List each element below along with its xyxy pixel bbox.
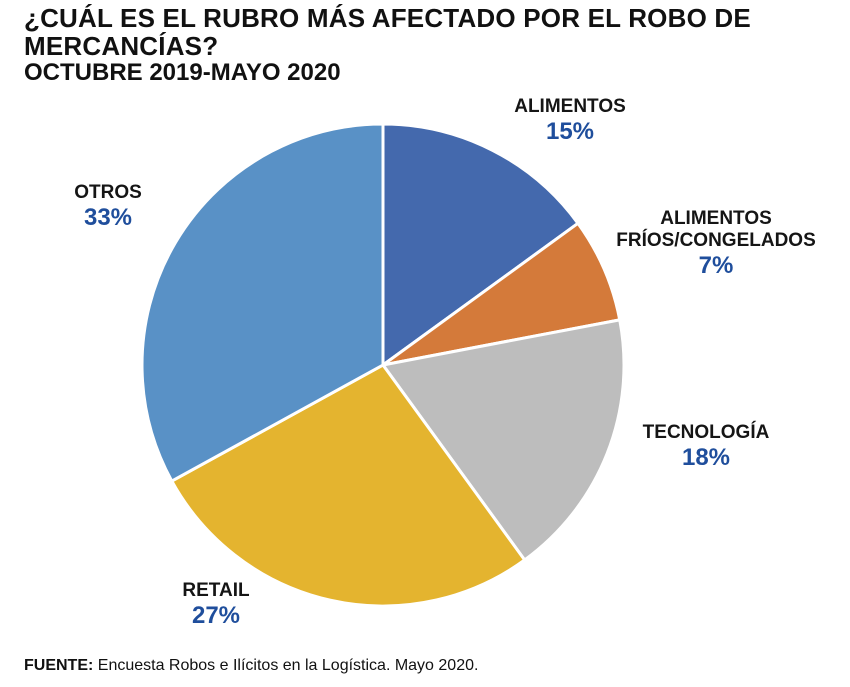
label-alimentos: ALIMENTOS 15% (514, 96, 626, 146)
label-otros-pct: 33% (83, 204, 133, 231)
label-frios-name-1: ALIMENTOS (660, 208, 772, 229)
source-footer: FUENTE: Encuesta Robos e Ilícitos en la … (24, 657, 478, 675)
pie-slice-alimentos (381, 122, 580, 367)
label-frios-name-2: FRÍOS/CONGELADOS (616, 230, 816, 251)
label-frios-pct: 7% (698, 252, 734, 279)
label-tecnologia-name: TECNOLOGÍA (642, 422, 770, 443)
pie-slice-otros (140, 122, 385, 483)
source-text: Encuesta Robos e Ilícitos en la Logístic… (93, 657, 479, 674)
source-key: FUENTE: (24, 657, 94, 674)
label-retail-pct: 27% (191, 602, 241, 629)
pie-slice-alimentos-fríos-congelados (381, 221, 622, 367)
pie-slice-retail (170, 363, 527, 608)
label-retail: RETAIL 27% (182, 580, 249, 630)
label-tecnologia: TECNOLOGÍA 18% (643, 422, 770, 472)
label-alimentos-name: ALIMENTOS (514, 96, 626, 117)
label-otros-name: OTROS (74, 182, 142, 203)
chart-subtitle: OCTUBRE 2019-MAYO 2020 (24, 59, 341, 86)
label-tecnologia-pct: 18% (681, 444, 731, 471)
label-otros: OTROS 33% (74, 182, 142, 232)
chart-title: ¿CUÁL ES EL RUBRO MÁS AFECTADO POR EL RO… (24, 3, 751, 61)
label-alimentos-frios: ALIMENTOS FRÍOS/CONGELADOS 7% (616, 208, 816, 280)
label-alimentos-pct: 15% (545, 118, 595, 145)
label-retail-name: RETAIL (182, 580, 250, 601)
pie-slice-tecnología (381, 318, 626, 562)
